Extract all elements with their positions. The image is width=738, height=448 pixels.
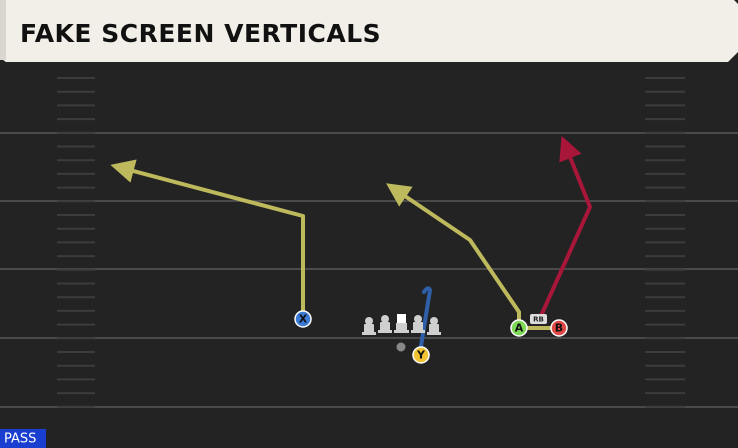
offensive-line <box>362 314 441 335</box>
lineman <box>378 315 392 333</box>
player-label: X <box>299 313 308 326</box>
center <box>394 314 409 333</box>
play-type-badge <box>0 429 46 448</box>
player-a: A <box>510 319 528 337</box>
player-label: A <box>515 322 524 335</box>
rb-tag: RB <box>530 314 547 324</box>
yard-lines <box>0 132 738 408</box>
route-b <box>538 135 592 320</box>
player-y: Y <box>412 346 430 364</box>
header-accent <box>0 0 6 60</box>
play-title: FAKE SCREEN VERTICALS <box>20 19 381 48</box>
player-x: X <box>294 310 312 328</box>
rb-label: RB <box>533 316 544 324</box>
player-label: Y <box>416 349 426 362</box>
header-bar <box>0 0 738 62</box>
lineman <box>362 317 376 335</box>
route-a <box>386 183 521 322</box>
quarterback <box>396 342 406 352</box>
lineman <box>427 317 441 335</box>
route-x <box>110 159 305 314</box>
hash-marks <box>57 77 685 408</box>
lineman <box>411 315 425 333</box>
player-label: B <box>555 322 563 335</box>
route-y <box>419 286 432 348</box>
play-type: PASS <box>4 432 36 447</box>
player-b: B <box>550 319 568 337</box>
